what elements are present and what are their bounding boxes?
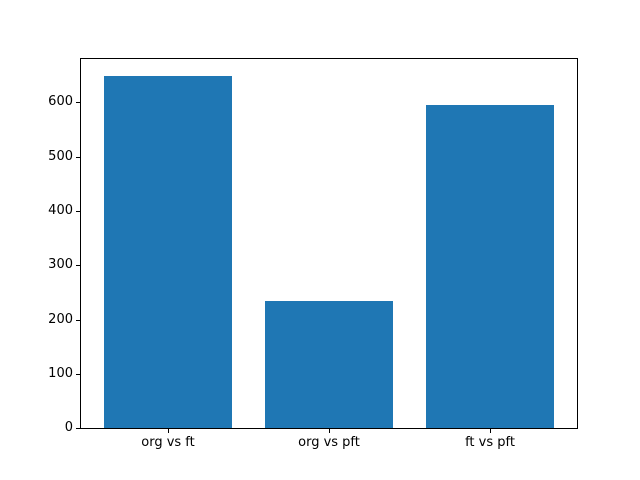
- x-tick-mark: [490, 429, 491, 433]
- y-tick-label: 100: [48, 365, 73, 381]
- y-tick-label: 500: [48, 148, 73, 164]
- y-tick-mark: [76, 210, 80, 212]
- bar: [264, 300, 394, 428]
- y-tick-mark: [76, 265, 80, 267]
- x-tick-mark: [168, 429, 169, 433]
- y-tick-mark: [76, 428, 80, 429]
- y-tick-mark: [76, 156, 80, 158]
- x-tick-label: org vs pft: [298, 435, 360, 450]
- y-tick-label: 0: [64, 420, 73, 435]
- y-tick-label: 400: [48, 202, 73, 218]
- y-tick-mark: [76, 102, 80, 104]
- y-tick-label: 200: [48, 311, 73, 327]
- y-tick-label: 600: [48, 94, 73, 110]
- plot-area: [81, 59, 577, 428]
- x-tick-label: ft vs pft: [465, 435, 515, 450]
- y-tick-mark: [76, 319, 80, 321]
- bar: [425, 104, 555, 428]
- x-tick-label: org vs ft: [141, 435, 195, 450]
- bar: [103, 76, 233, 428]
- y-tick-label: 300: [48, 257, 73, 273]
- axes: 0 100 200 300 400 500 600 org vs ft org vs pft f…: [48, 58, 578, 450]
- x-tick-mark: [329, 429, 330, 433]
- y-tick-mark: [76, 373, 80, 375]
